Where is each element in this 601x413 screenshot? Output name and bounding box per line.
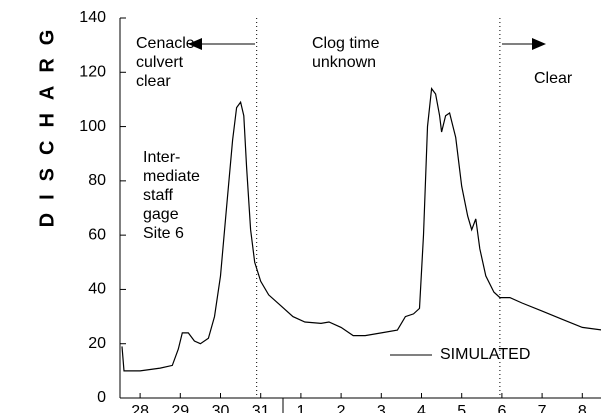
x-tick-label: 28 (131, 403, 149, 413)
x-tick-label: 29 (171, 403, 189, 413)
x-tick-label: 1 (296, 403, 305, 413)
y-axis-label: DISCHARG (36, 17, 58, 228)
x-tick-label: 31 (252, 403, 270, 413)
y-tick-label: 40 (88, 281, 106, 298)
annotation: unknown (312, 54, 376, 71)
x-tick-label: 3 (377, 403, 386, 413)
x-tick-label: 8 (578, 403, 587, 413)
y-tick-label: 140 (79, 9, 106, 26)
y-tick-label: 20 (88, 335, 106, 352)
annotation: clear (136, 73, 171, 90)
annotation: Cenacle (136, 35, 195, 52)
annotation: Site 6 (143, 225, 184, 242)
x-tick-label: 2 (337, 403, 346, 413)
arrowhead (188, 38, 202, 50)
annotation: staff (143, 187, 174, 204)
y-tick-label: 0 (97, 389, 106, 406)
y-tick-label: 120 (79, 64, 106, 81)
annotation: gage (143, 206, 179, 223)
y-tick-label: 80 (88, 172, 106, 189)
data-line (121, 87, 601, 372)
annotation: culvert (136, 54, 184, 71)
arrowhead (532, 38, 546, 50)
annotation: mediate (143, 168, 200, 185)
x-tick-label: 5 (457, 403, 466, 413)
legend-label: SIMULATED (440, 346, 530, 363)
annotation: Clog time (312, 35, 380, 52)
x-tick-label: 6 (497, 403, 506, 413)
x-tick-label: 30 (212, 403, 230, 413)
x-tick-label: 4 (417, 403, 426, 413)
y-tick-label: 100 (79, 118, 106, 135)
x-tick-label: 7 (538, 403, 547, 413)
annotation: Inter- (143, 149, 180, 166)
y-tick-label: 60 (88, 226, 106, 243)
annotation: Clear (534, 70, 573, 87)
